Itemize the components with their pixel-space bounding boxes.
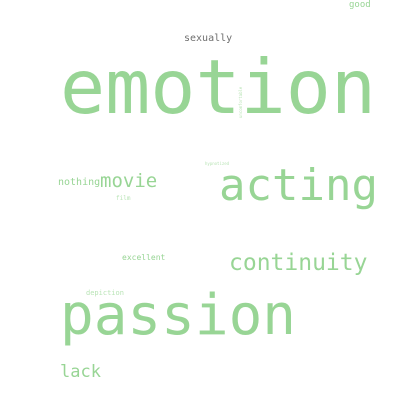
word-depiction: depiction (86, 289, 124, 297)
word-good: good (349, 0, 371, 10)
word-excellent: excellent (122, 253, 166, 262)
word-continuity: continuity (229, 250, 368, 276)
word-tiny: hypnotized (205, 161, 230, 166)
word-lack: lack (60, 362, 101, 382)
word-sexually: sexually (184, 33, 233, 44)
word-nothing: nothing (58, 177, 101, 188)
word-movie: movie (100, 170, 158, 192)
word-passion: passion (60, 283, 297, 348)
word-small-vertical: uncomfortable (238, 86, 243, 118)
word-acting: acting (219, 160, 378, 211)
word-emotion: emotion (60, 43, 377, 131)
word-film: film (116, 195, 131, 202)
